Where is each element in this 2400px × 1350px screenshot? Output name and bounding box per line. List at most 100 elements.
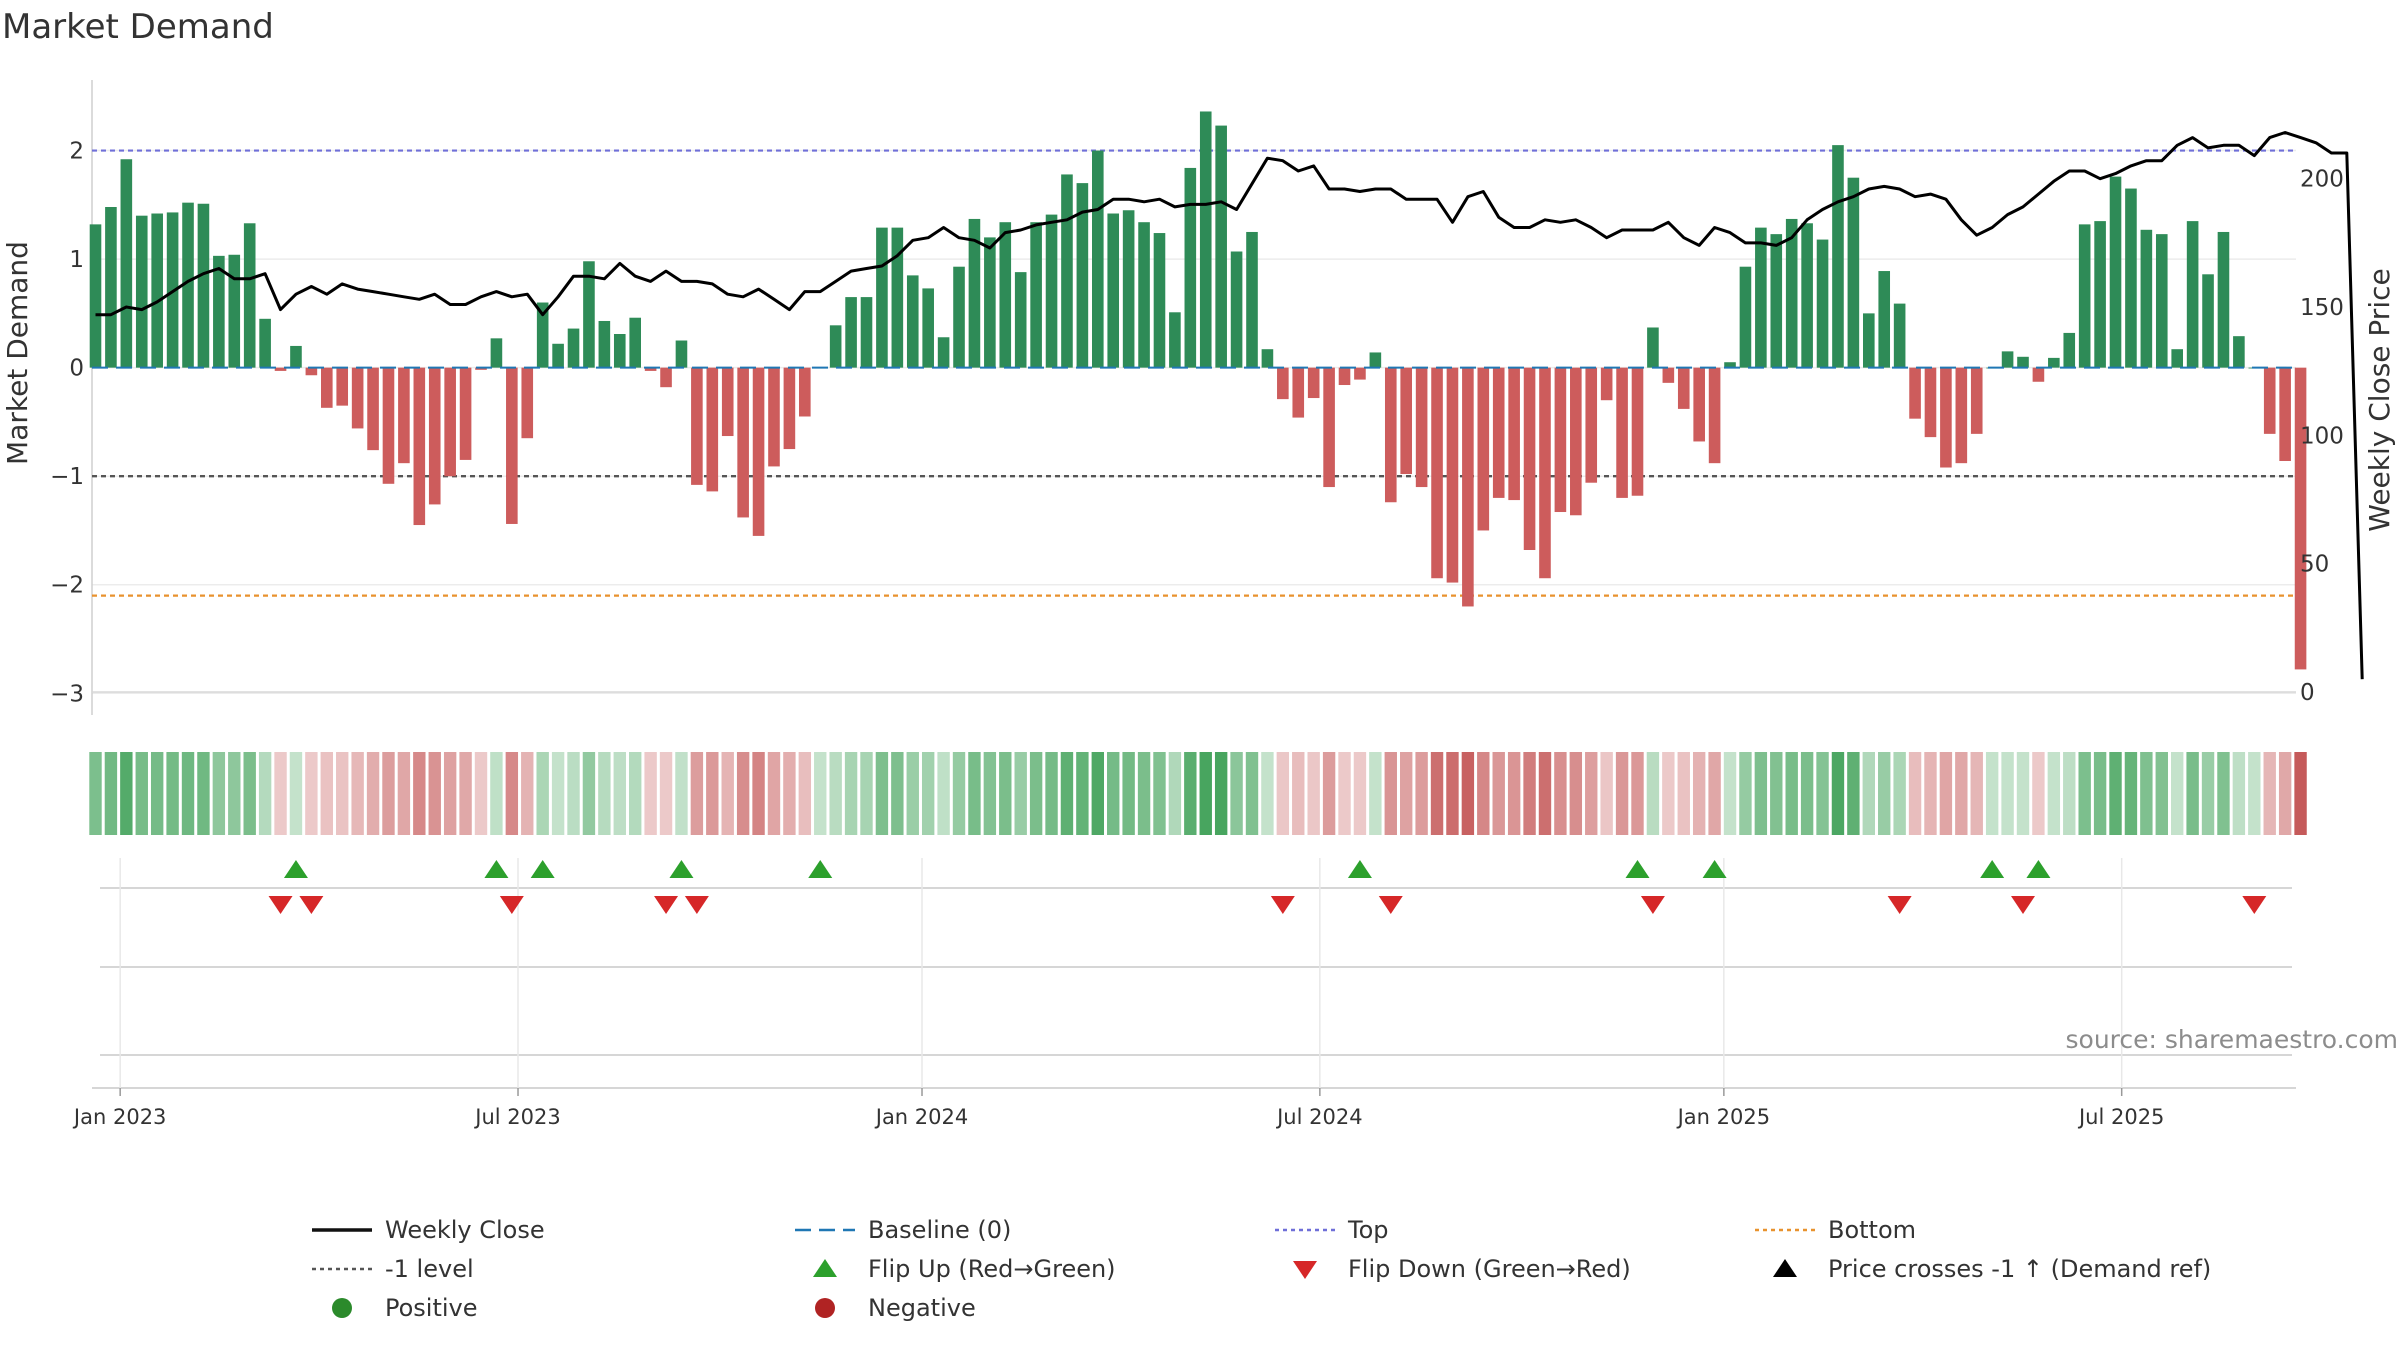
strip-cell [1831,752,1845,835]
demand-bar [2279,367,2291,461]
strip-cell [706,752,719,835]
x-axis-date-ticks: Jan 2023 Jul 2023 Jan 2024 Jul 2024 Jan 2025… [72,1088,2164,1129]
demand-bar [2048,357,2060,368]
demand-bar [1693,367,1705,442]
strip-cell [320,752,333,835]
demand-bar [1724,362,1736,368]
flip-down-marker [1887,896,1912,914]
demand-bar [845,297,857,368]
strip-cell [1785,752,1798,835]
demand-bar [768,367,780,467]
demand-bar [1477,367,1490,531]
strip-cell [1214,752,1228,835]
strip-cell [1754,752,1768,835]
demand-bar [120,159,133,368]
demand-bar [1539,367,1551,579]
strip-cell [228,752,241,835]
strip-cell [1384,752,1397,835]
strip-cell [1276,752,1290,835]
demand-bar [2109,176,2122,368]
flip-down-marker [1270,896,1295,914]
demand-bar [521,367,534,439]
demand-bar [197,203,210,368]
weekly-close-line [95,131,2364,680]
demand-bar [1785,218,1798,368]
demand-bar [2032,367,2045,382]
demand-bar [1462,367,1474,607]
strip-cell [2078,752,2091,835]
demand-bar [1092,150,1104,368]
demand-bar [1847,177,1860,368]
strip-cell [1507,752,1521,835]
strip-cell [2093,752,2107,835]
strip-cell [629,752,642,835]
strip-cell [2294,752,2307,835]
strip-cell [1415,752,1428,835]
demand-bar [105,207,117,368]
right-tick-label: 50 [2300,552,2329,578]
legend-swatch [813,1259,837,1277]
demand-bar [243,223,256,368]
left-tick-label: −3 [50,681,84,707]
strip-cell [289,752,303,835]
flip-up-marker [808,860,833,878]
demand-bar [413,367,426,526]
flip-up-marker [1347,860,1372,878]
demand-bar [2263,367,2276,434]
strip-cell [366,752,380,835]
demand-bar [1061,174,1073,368]
strip-cell [1770,752,1783,835]
strip-cell [135,752,148,835]
demand-bar [475,367,487,370]
strip-cell [443,752,457,835]
strip-cell [1477,752,1490,835]
strip-cell [1137,752,1151,835]
strip-cell [2140,752,2153,835]
strip-cell [490,752,503,835]
strip-cell [644,752,657,835]
strip-cell [1908,752,1922,835]
legend-label: Weekly Close [385,1216,545,1244]
strip-cell [505,752,519,835]
demand-bar [228,254,241,368]
demand-bar [1801,223,1813,368]
strip-cell [690,752,704,835]
strip-cell [1107,752,1120,835]
demand-bar [1184,167,1197,368]
demand-bar [660,367,672,388]
strip-cell [1014,752,1027,835]
demand-bar [2078,224,2091,368]
strip-cell [2232,752,2246,835]
demand-bar [613,334,626,368]
strip-cell [1523,752,1536,835]
flip-down-marker [1640,896,1665,914]
demand-bar [2155,234,2168,368]
demand-bar [305,367,318,376]
demand-bar [2063,332,2076,368]
demand-bar [1863,313,1875,368]
demand-bar [1199,111,1212,368]
strip-cell [2001,752,2014,835]
strip-cell [1662,752,1675,835]
legend-swatch [332,1298,352,1318]
strip-cell [983,752,997,835]
legend-label: Bottom [1828,1216,1916,1244]
strip-cell [1631,752,1644,835]
strip-cell [1292,752,1305,835]
main-axes [91,80,2296,715]
demand-bar [290,345,302,368]
demand-bar [1261,349,1274,368]
demand-bar [506,367,518,524]
strip-cell [1400,752,1413,835]
legend-item-bottom: Bottom [1755,1216,1916,1244]
demand-bar [2186,221,2199,368]
demand-bar [428,367,441,505]
demand-bar [2017,356,2029,368]
strip-cell [999,752,1012,835]
demand-bar [1924,367,1937,438]
strip-cell [659,752,673,835]
demand-bar [968,218,981,368]
strip-cell [1615,752,1629,835]
strip-cell [1677,752,1690,835]
demand-bar [1076,183,1089,368]
